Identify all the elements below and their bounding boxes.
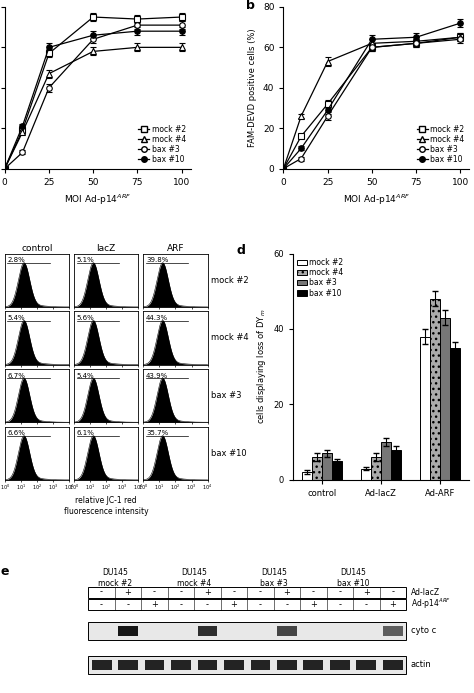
Text: DU145
bax #3: DU145 bax #3: [260, 568, 288, 588]
Text: bax #10: bax #10: [211, 448, 247, 457]
Text: +: +: [390, 599, 396, 608]
Text: +: +: [230, 599, 237, 608]
Text: actin: actin: [411, 660, 431, 669]
Text: DU145
bax #10: DU145 bax #10: [337, 568, 369, 588]
Bar: [430, 299, 440, 480]
Text: 6.7%: 6.7%: [7, 373, 25, 378]
Text: cyto c: cyto c: [411, 626, 436, 635]
Text: +: +: [125, 588, 131, 597]
Text: Ad-p14$^{ARF}$: Ad-p14$^{ARF}$: [411, 597, 451, 611]
Bar: [171, 660, 191, 670]
Bar: [145, 660, 164, 670]
Text: bax #3: bax #3: [211, 391, 242, 400]
Text: 39.8%: 39.8%: [146, 257, 168, 263]
Text: mock #4: mock #4: [211, 333, 249, 342]
Bar: [383, 626, 403, 636]
Text: 5.6%: 5.6%: [77, 315, 94, 321]
Text: -: -: [127, 599, 129, 608]
Text: +: +: [363, 588, 370, 597]
Text: 35.7%: 35.7%: [146, 430, 168, 437]
Text: DU145
mock #2: DU145 mock #2: [98, 568, 132, 588]
Text: 5.4%: 5.4%: [7, 315, 25, 321]
Text: -: -: [180, 599, 182, 608]
Bar: [391, 450, 401, 480]
Bar: [251, 660, 270, 670]
Y-axis label: FAM-DEVD positive cells (%): FAM-DEVD positive cells (%): [248, 28, 257, 147]
Bar: [118, 660, 138, 670]
Bar: [88, 622, 406, 640]
Bar: [198, 626, 218, 636]
Text: -: -: [392, 588, 394, 597]
Bar: [450, 348, 460, 480]
Text: b: b: [246, 0, 255, 12]
Text: -: -: [338, 599, 341, 608]
Bar: [312, 457, 322, 480]
Title: control: control: [21, 244, 53, 253]
Bar: [420, 337, 430, 480]
Bar: [88, 586, 406, 597]
Text: DU145
mock #4: DU145 mock #4: [177, 568, 211, 588]
Text: d: d: [237, 245, 246, 258]
Bar: [302, 473, 312, 480]
Bar: [330, 660, 350, 670]
Y-axis label: cells displaying loss of DY$_m$: cells displaying loss of DY$_m$: [255, 309, 268, 424]
Text: e: e: [0, 565, 9, 578]
Text: -: -: [365, 599, 368, 608]
Bar: [198, 660, 218, 670]
Bar: [88, 599, 406, 610]
Bar: [303, 660, 323, 670]
Text: 6.1%: 6.1%: [77, 430, 94, 437]
Text: mock #2: mock #2: [211, 276, 249, 285]
Text: -: -: [153, 588, 156, 597]
Text: -: -: [312, 588, 315, 597]
Text: 44.3%: 44.3%: [146, 315, 168, 321]
Bar: [381, 442, 391, 480]
Bar: [88, 656, 406, 674]
Title: ARF: ARF: [167, 244, 184, 253]
Text: +: +: [283, 588, 291, 597]
Text: 6.6%: 6.6%: [7, 430, 25, 437]
Bar: [361, 468, 371, 480]
Legend: mock #2, mock #4, bax #3, bax #10: mock #2, mock #4, bax #3, bax #10: [297, 257, 344, 298]
Text: -: -: [232, 588, 236, 597]
Bar: [322, 453, 332, 480]
Text: -: -: [259, 599, 262, 608]
Text: +: +: [310, 599, 317, 608]
Bar: [224, 660, 244, 670]
Text: -: -: [100, 599, 103, 608]
Bar: [383, 660, 403, 670]
X-axis label: relative JC-1 red
fluorescence intensity: relative JC-1 red fluorescence intensity: [64, 496, 148, 516]
Title: lacZ: lacZ: [97, 244, 116, 253]
Text: 5.4%: 5.4%: [77, 373, 94, 378]
Text: -: -: [206, 599, 209, 608]
Bar: [91, 660, 111, 670]
X-axis label: MOI Ad-p14$^{ARF}$: MOI Ad-p14$^{ARF}$: [64, 192, 131, 207]
Bar: [356, 660, 376, 670]
Text: 2.8%: 2.8%: [7, 257, 25, 263]
Bar: [332, 461, 342, 480]
Text: -: -: [180, 588, 182, 597]
Legend: mock #2, mock #4, bax #3, bax #10: mock #2, mock #4, bax #3, bax #10: [416, 124, 465, 165]
Text: 43.9%: 43.9%: [146, 373, 168, 378]
Text: -: -: [259, 588, 262, 597]
Text: -: -: [338, 588, 341, 597]
Bar: [277, 626, 297, 636]
Bar: [371, 457, 381, 480]
Bar: [118, 626, 138, 636]
Text: -: -: [100, 588, 103, 597]
Bar: [440, 317, 450, 480]
Text: +: +: [151, 599, 158, 608]
Text: Ad-lacZ: Ad-lacZ: [411, 588, 440, 597]
Bar: [277, 660, 297, 670]
Text: -: -: [285, 599, 289, 608]
Legend: mock #2, mock #4, bax #3, bax #10: mock #2, mock #4, bax #3, bax #10: [137, 124, 187, 165]
Text: 5.1%: 5.1%: [77, 257, 94, 263]
Text: +: +: [204, 588, 211, 597]
Y-axis label: cell number: cell number: [0, 369, 2, 423]
X-axis label: MOI Ad-p14$^{ARF}$: MOI Ad-p14$^{ARF}$: [343, 192, 410, 207]
